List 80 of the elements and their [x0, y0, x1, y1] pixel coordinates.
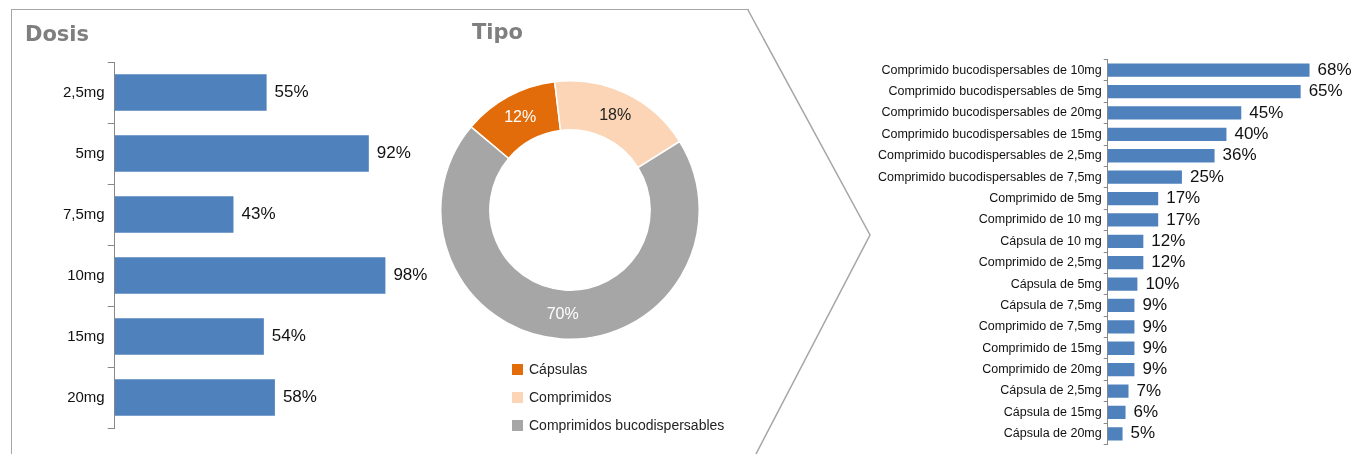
y-tick-label: Comprimido de 10 mg: [978, 212, 1102, 227]
data-label: 9%: [1142, 316, 1168, 336]
y-tick-label: Comprimido bucodispersables de 2,5mg: [877, 148, 1102, 163]
bar: [1107, 320, 1135, 334]
y-tick-label: 20mg: [67, 387, 105, 405]
chart-title: Tipo: [472, 20, 523, 44]
data-label: 18%: [599, 105, 632, 123]
y-tick-label: Comprimido bucodispersables de 7,5mg: [877, 169, 1102, 184]
data-label: 54%: [271, 326, 306, 346]
y-tick-label: Cápsula de 15mg: [1003, 404, 1102, 419]
bar: [1107, 341, 1135, 355]
legend-label: Cápsulas: [528, 360, 589, 379]
y-tick-label: Cápsula de 7,5mg: [1000, 297, 1102, 312]
y-tick-label: Comprimido de 20mg: [982, 362, 1102, 377]
y-tick-label: Comprimido de 5mg: [989, 190, 1102, 205]
y-tick-label: 10mg: [67, 265, 105, 283]
data-label: 40%: [1234, 124, 1269, 144]
data-label: 9%: [1142, 337, 1168, 357]
data-label: 98%: [393, 265, 428, 285]
y-tick-label: Comprimido bucodispersables de 10mg: [881, 62, 1102, 77]
y-tick-label: Comprimido bucodispersables de 20mg: [881, 105, 1102, 120]
data-label: 65%: [1308, 81, 1343, 101]
bar: [1107, 213, 1159, 227]
data-label: 58%: [282, 387, 317, 407]
data-label: 55%: [274, 82, 309, 102]
data-label: 12%: [1151, 230, 1186, 250]
data-label: 36%: [1222, 145, 1257, 165]
data-label: 9%: [1142, 359, 1168, 379]
bar: [114, 257, 386, 294]
bar: [1107, 234, 1144, 248]
bar: [1107, 405, 1126, 420]
bar: [1107, 63, 1310, 77]
y-tick-label: Comprimido de 15mg: [982, 340, 1102, 355]
data-label: 25%: [1189, 166, 1224, 186]
bar: [114, 318, 264, 355]
bar: [1107, 149, 1215, 163]
bar: [1107, 427, 1123, 441]
y-tick-label: Comprimido de 7,5mg: [978, 319, 1102, 334]
chart-title: Dosis: [25, 22, 90, 46]
y-tick-label: 15mg: [67, 326, 105, 344]
y-tick-label: Cápsula de 5mg: [1010, 276, 1102, 291]
data-label: 6%: [1133, 402, 1159, 422]
y-tick-label: Cápsula de 10 mg: [1000, 233, 1102, 248]
bar: [114, 74, 267, 111]
bar: [1107, 127, 1227, 141]
bar: [1107, 106, 1242, 120]
y-tick-label: 7,5mg: [62, 204, 105, 222]
bar: [1107, 256, 1144, 270]
bar: [114, 196, 234, 233]
bar: [114, 379, 275, 416]
data-label: 12%: [504, 108, 537, 126]
y-tick-label: Cápsula de 20mg: [1003, 426, 1102, 441]
data-label: 17%: [1166, 209, 1201, 229]
data-label: 10%: [1145, 273, 1180, 293]
data-label: 17%: [1166, 188, 1201, 208]
bar: [114, 135, 369, 172]
data-label: 7%: [1136, 380, 1162, 400]
bar: [1107, 191, 1159, 206]
y-tick-label: Cápsula de 2,5mg: [1000, 383, 1102, 398]
data-label: 92%: [376, 143, 411, 163]
data-label: 5%: [1130, 423, 1156, 443]
data-label: 70%: [546, 304, 579, 322]
bar: [1107, 277, 1138, 291]
bar: [1107, 84, 1301, 99]
data-label: 45%: [1249, 102, 1284, 122]
y-tick-label: Comprimido de 2,5mg: [978, 255, 1102, 270]
y-tick-label: 5mg: [75, 143, 105, 161]
bar: [1107, 363, 1135, 377]
bar: [1107, 384, 1129, 398]
legend-label: Comprimidos: [528, 388, 613, 407]
y-tick-label: Comprimido bucodispersables de 15mg: [881, 126, 1102, 141]
data-label: 68%: [1317, 59, 1352, 79]
y-tick-label: 2,5mg: [62, 82, 105, 100]
data-label: 12%: [1151, 252, 1186, 272]
data-label: 9%: [1142, 295, 1168, 315]
data-label: 43%: [241, 204, 276, 224]
y-tick-label: Comprimido bucodispersables de 5mg: [888, 84, 1102, 99]
legend-label: Comprimidos bucodispersables: [528, 416, 725, 435]
bar: [1107, 298, 1135, 313]
bar: [1107, 170, 1182, 184]
